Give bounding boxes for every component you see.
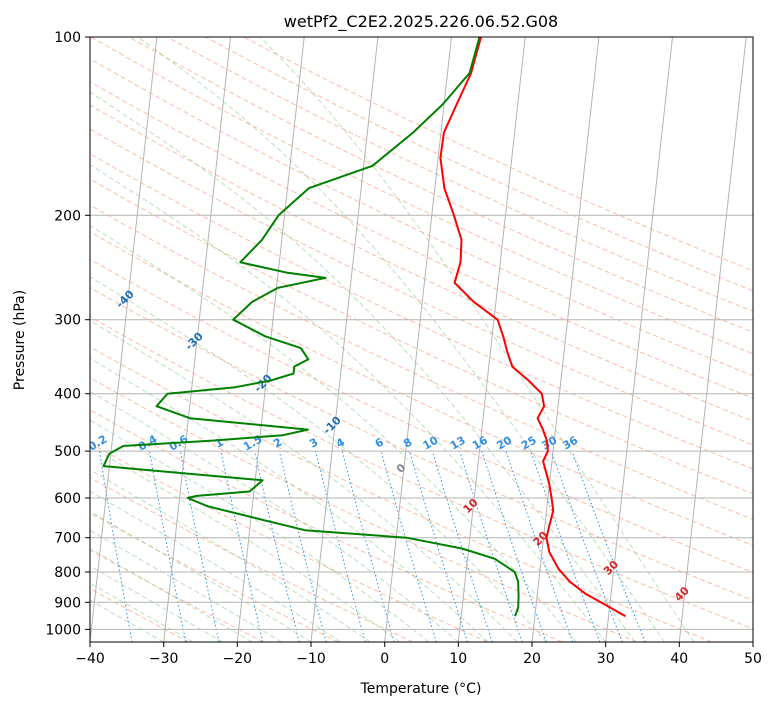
isotherm-line xyxy=(384,37,452,642)
y-tick-label: 800 xyxy=(54,565,81,581)
grid-lines xyxy=(90,37,753,642)
moist-adiabat xyxy=(259,37,695,642)
dry-adiabat xyxy=(90,316,753,630)
dewpoint-line xyxy=(102,37,520,617)
moist-adiabat xyxy=(90,469,371,642)
y-axis: 100 200 300 400 500 600 700 800 900 1000 xyxy=(45,30,90,638)
moist-adiabat xyxy=(90,164,607,642)
x-tick-label: −20 xyxy=(223,651,253,667)
isotherm-line xyxy=(605,37,673,642)
dry-adiabat xyxy=(90,476,414,642)
mixing-ratio-line xyxy=(315,450,366,642)
x-tick-label: −40 xyxy=(75,651,105,667)
isotherm-line xyxy=(531,37,600,642)
mixing-ratio-line xyxy=(254,450,300,642)
moist-adiabat xyxy=(137,37,665,642)
y-tick-label: 100 xyxy=(54,30,81,46)
temperature-line xyxy=(439,37,626,618)
moist-adiabat xyxy=(90,224,577,642)
mixing-ratio-line xyxy=(481,450,547,642)
moist-adiabat xyxy=(90,390,459,642)
data-series xyxy=(102,37,626,618)
dry-adiabat xyxy=(166,37,753,312)
x-tick-label: 40 xyxy=(670,651,688,667)
y-tick-label: 1000 xyxy=(45,622,81,638)
isotherm-line xyxy=(163,37,231,642)
mixing-ratio-line xyxy=(179,451,220,642)
y-tick-label: 200 xyxy=(54,208,81,224)
moist-adiabat xyxy=(90,547,253,642)
dry-adiabat xyxy=(205,37,753,292)
dry-adiabat xyxy=(90,549,264,642)
dry-adiabat xyxy=(90,287,753,601)
dry-adiabat xyxy=(90,346,712,642)
dry-adiabat xyxy=(90,442,488,642)
mixing-ratio-line xyxy=(278,450,327,642)
plot-frame xyxy=(89,36,754,643)
moist-adiabat xyxy=(90,582,194,642)
dry-adiabat xyxy=(90,258,753,574)
isotherm-line xyxy=(678,37,747,642)
isotherm-line xyxy=(457,37,526,642)
y-tick-label: 600 xyxy=(54,491,81,507)
x-tick-label: −10 xyxy=(296,651,326,667)
x-tick-label: −30 xyxy=(149,651,179,667)
chart-title: wetPf2_C2E2.2025.226.06.52.G08 xyxy=(284,12,558,32)
dry-adiabat xyxy=(90,37,753,355)
x-tick-label: 30 xyxy=(597,651,615,667)
mixing-ratio-line xyxy=(409,450,468,642)
dry-adiabat xyxy=(128,37,753,333)
x-axis: −40 −30 −20 −10 0 10 20 30 40 50 xyxy=(75,642,762,667)
mixing-ratio-line xyxy=(550,450,623,642)
x-tick-label: 20 xyxy=(523,651,541,667)
moist-adiabat xyxy=(90,445,400,642)
mixing-ratio-line xyxy=(149,451,187,642)
dry-adiabat xyxy=(90,204,753,520)
moist-adiabat xyxy=(90,91,636,642)
dry-adiabat xyxy=(90,377,638,642)
dry-adiabat xyxy=(90,58,753,377)
isotherm-line xyxy=(310,37,379,642)
dry-adiabat xyxy=(90,409,563,642)
y-tick-label: 900 xyxy=(54,595,81,611)
dry-adiabat xyxy=(90,178,753,495)
moist-adiabat xyxy=(90,565,223,642)
y-axis-label: Pressure (hPa) xyxy=(12,290,28,390)
mixing-ratio-line xyxy=(505,450,574,642)
x-tick-label: 0 xyxy=(380,651,389,667)
dry-adiabat xyxy=(90,587,190,642)
moist-adiabat xyxy=(90,320,518,642)
background-reference-lines xyxy=(90,37,753,642)
x-axis-label: Temperature (°C) xyxy=(360,681,482,697)
isotherm-line xyxy=(90,37,158,642)
moist-adiabat xyxy=(90,529,282,642)
isotherm-line xyxy=(236,37,305,642)
y-tick-label: 700 xyxy=(54,531,81,547)
x-tick-label: 50 xyxy=(744,651,762,667)
mixing-ratio-line xyxy=(530,450,601,642)
mixing-ratio-line xyxy=(459,450,523,642)
mixing-ratio-line xyxy=(220,450,264,642)
y-tick-label: 400 xyxy=(54,387,81,403)
y-tick-label: 300 xyxy=(54,313,81,329)
mixing-ratio-line xyxy=(431,450,493,642)
mixing-ratio-line xyxy=(380,450,437,642)
y-tick-label: 500 xyxy=(54,444,81,460)
x-tick-label: 10 xyxy=(449,651,467,667)
moist-adiabat xyxy=(90,419,430,642)
